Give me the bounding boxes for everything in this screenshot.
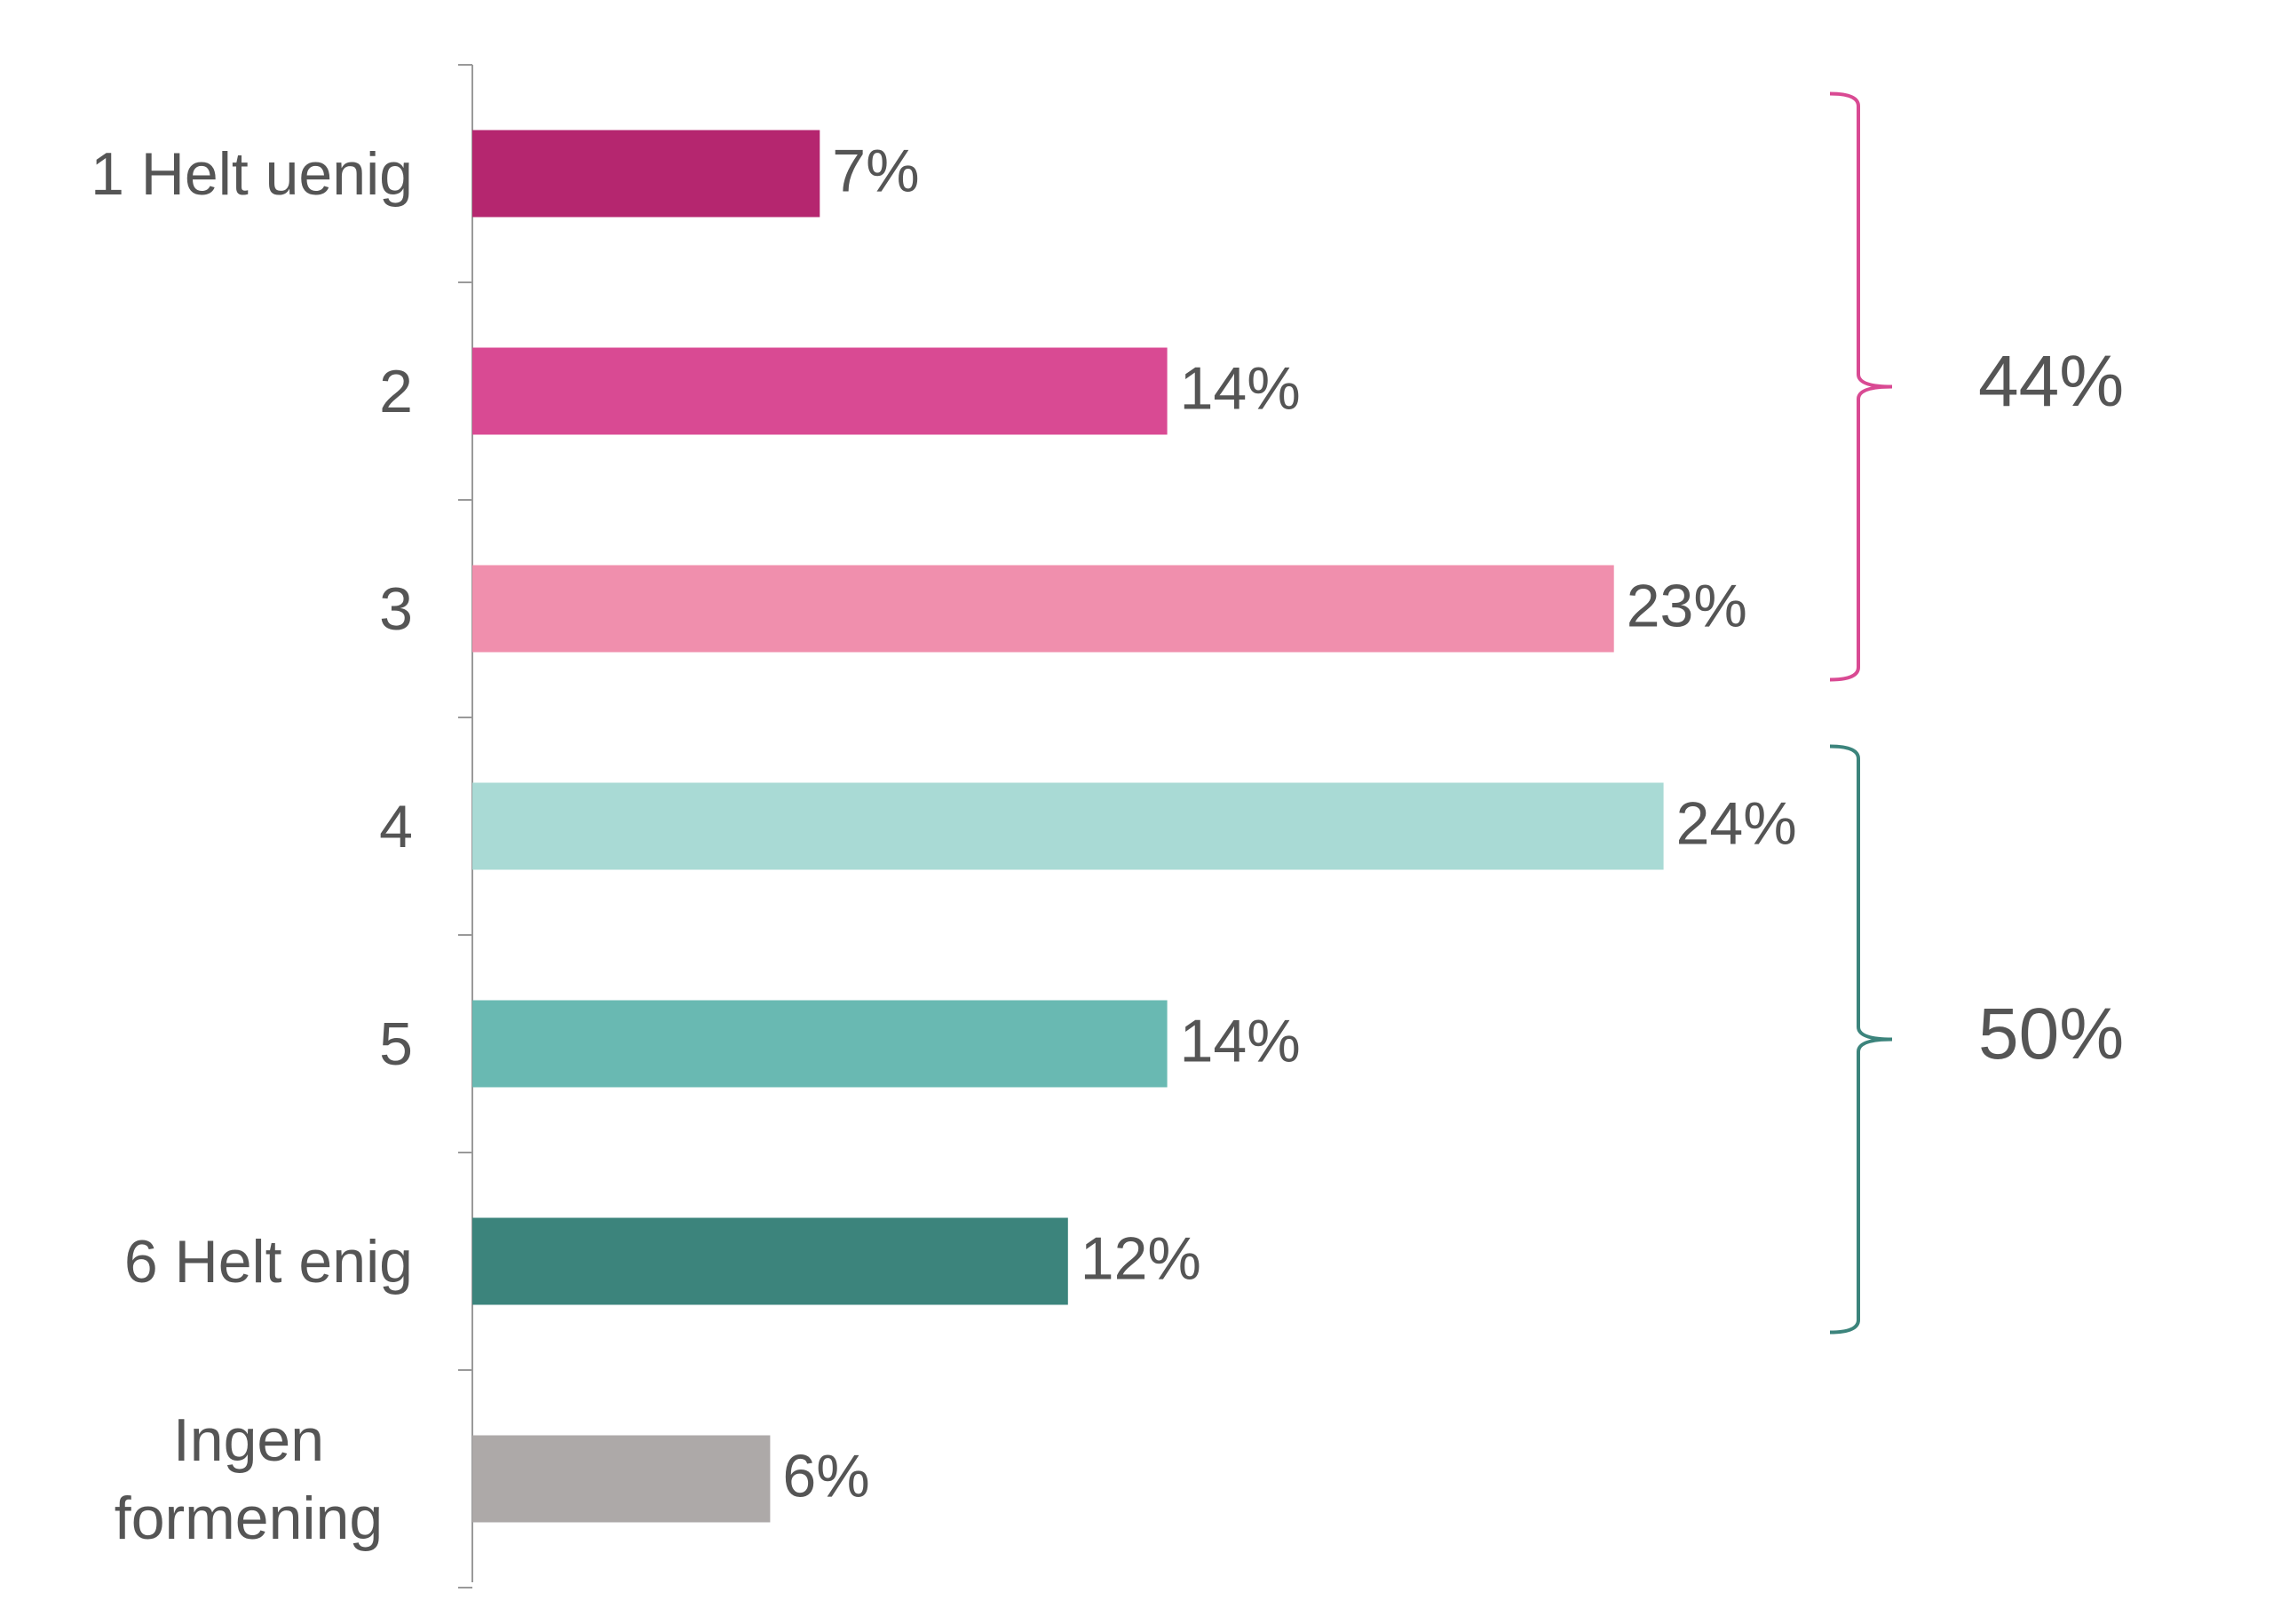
- value-label: 6%: [782, 1442, 869, 1509]
- bar: [472, 130, 820, 218]
- bar: [472, 1000, 1168, 1088]
- value-label: 12%: [1081, 1224, 1201, 1292]
- group-bracket: [1829, 744, 1893, 1335]
- bar: [472, 1435, 771, 1523]
- category-label: 5: [379, 1010, 413, 1078]
- category-label: 1 Helt uenig: [91, 139, 413, 208]
- value-label: 7%: [832, 137, 919, 204]
- group-label: 44%: [1978, 341, 2124, 422]
- value-label: 14%: [1180, 1007, 1301, 1074]
- bar: [472, 1217, 1068, 1305]
- category-label: Ingen formening: [114, 1406, 384, 1552]
- value-label: 14%: [1180, 354, 1301, 422]
- group-bracket: [1829, 91, 1893, 682]
- bar: [472, 782, 1664, 870]
- group-label: 50%: [1978, 994, 2124, 1074]
- category-label: 2: [379, 357, 413, 425]
- category-label: 3: [379, 574, 413, 643]
- bar: [472, 565, 1614, 653]
- category-label: 4: [379, 792, 413, 860]
- bar: [472, 347, 1168, 435]
- value-label: 24%: [1676, 789, 1797, 857]
- value-label: 23%: [1627, 572, 1747, 639]
- category-label: 6 Helt enig: [123, 1227, 413, 1295]
